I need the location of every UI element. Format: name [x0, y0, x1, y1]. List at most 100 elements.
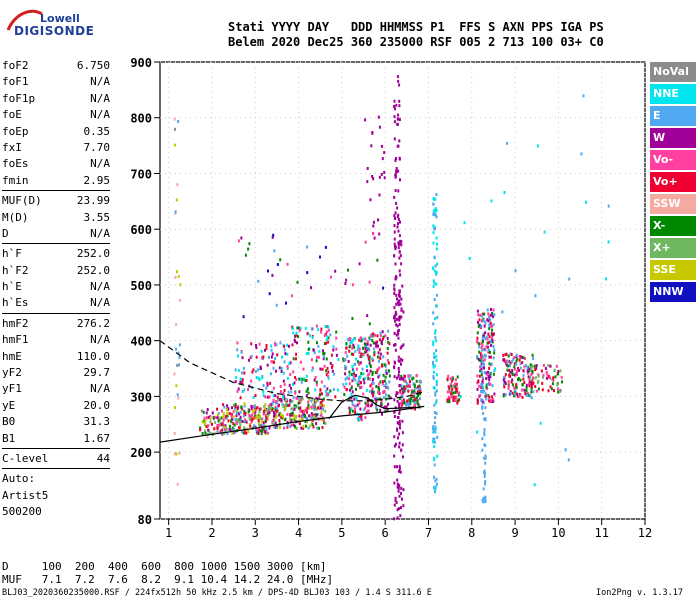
echo-point	[377, 390, 380, 394]
echo-point	[398, 323, 401, 326]
x-tick-label: 1	[165, 526, 172, 540]
echo-point	[348, 411, 351, 415]
echo-point	[351, 283, 354, 287]
echo-point	[261, 426, 264, 430]
echo-point	[307, 391, 310, 395]
echo-point	[491, 324, 494, 328]
echo-point	[399, 357, 402, 361]
echo-point	[207, 424, 210, 428]
echo-point	[433, 411, 436, 414]
echo-point	[398, 377, 401, 381]
echo-point	[403, 389, 406, 393]
echo-point	[283, 383, 286, 387]
echo-point	[213, 431, 216, 435]
echo-point	[316, 426, 319, 430]
echo-point	[271, 422, 274, 426]
echo-point	[487, 341, 490, 345]
echo-point	[402, 455, 404, 459]
echo-point	[369, 343, 372, 347]
echo-point	[286, 423, 289, 427]
echo-point	[228, 427, 231, 431]
echo-point	[378, 338, 381, 342]
echo-point	[366, 373, 369, 377]
echo-point	[433, 255, 436, 259]
echo-point	[351, 338, 354, 342]
echo-point	[295, 357, 297, 361]
param-row: hmE 110.0	[2, 349, 110, 365]
echo-point	[435, 373, 438, 377]
echo-point	[393, 292, 396, 295]
echo-point	[311, 368, 314, 372]
echo-point	[343, 358, 346, 362]
echo-point	[378, 232, 381, 236]
echo-point	[529, 375, 532, 379]
echo-point	[371, 380, 374, 384]
echo-point	[394, 343, 397, 347]
echo-point	[278, 419, 281, 422]
echo-point	[400, 384, 403, 388]
param-value: 1.67	[83, 431, 111, 445]
muf-table: D 100 200 400 600 800 1000 1500 3000 [km…	[2, 560, 333, 586]
echo-point	[377, 218, 380, 222]
echo-point	[265, 416, 268, 420]
echo-point	[483, 347, 486, 351]
echo-point	[254, 425, 257, 429]
echo-point	[393, 435, 396, 439]
echo-point	[224, 415, 227, 418]
echo-point	[358, 382, 361, 386]
echo-point	[433, 352, 436, 356]
echo-point	[397, 246, 400, 250]
echo-point	[362, 337, 365, 341]
echo-point	[293, 338, 296, 342]
echo-point	[358, 417, 361, 421]
echo-point	[286, 376, 289, 380]
plot-frame	[159, 61, 646, 520]
echo-point	[350, 352, 353, 356]
param-value: 276.2	[76, 316, 110, 330]
echo-point	[364, 416, 367, 420]
echo-point	[395, 333, 398, 337]
echo-point	[291, 343, 294, 347]
echo-point	[480, 373, 483, 377]
y-tick-label: 200	[130, 446, 152, 460]
echo-point	[393, 366, 396, 370]
echo-point	[216, 430, 219, 434]
echo-point	[327, 374, 330, 378]
echo-point	[398, 402, 401, 406]
echo-point	[261, 417, 264, 421]
echo-point	[434, 393, 437, 397]
echo-point	[435, 339, 438, 343]
echo-point	[524, 392, 527, 396]
echo-point	[374, 333, 376, 337]
echo-point	[379, 380, 382, 384]
echo-point	[529, 380, 532, 384]
echo-point	[398, 464, 401, 468]
echo-point	[223, 431, 226, 435]
echo-point	[513, 356, 516, 360]
echo-point	[325, 369, 328, 373]
echo-point	[508, 384, 510, 388]
echo-point	[364, 346, 367, 350]
echo-point	[351, 403, 354, 406]
echo-point	[373, 353, 376, 357]
echo-point	[542, 373, 545, 377]
echo-point	[530, 385, 533, 389]
echo-point	[434, 329, 437, 333]
param-value: N/A	[90, 157, 110, 171]
param-value: N/A	[90, 91, 110, 105]
echo-point	[199, 428, 202, 432]
echo-point	[515, 359, 518, 363]
echo-point	[480, 356, 483, 359]
echo-point	[537, 374, 540, 378]
echo-point	[535, 364, 538, 368]
echo-point	[398, 104, 401, 108]
echo-point	[295, 331, 298, 335]
echo-point	[393, 120, 396, 124]
echo-point	[356, 381, 359, 385]
echo-point	[260, 407, 263, 411]
echo-point	[353, 345, 355, 349]
echo-point	[377, 359, 380, 363]
echo-point	[367, 356, 370, 360]
echo-point	[270, 344, 273, 348]
echo-point	[404, 401, 407, 405]
